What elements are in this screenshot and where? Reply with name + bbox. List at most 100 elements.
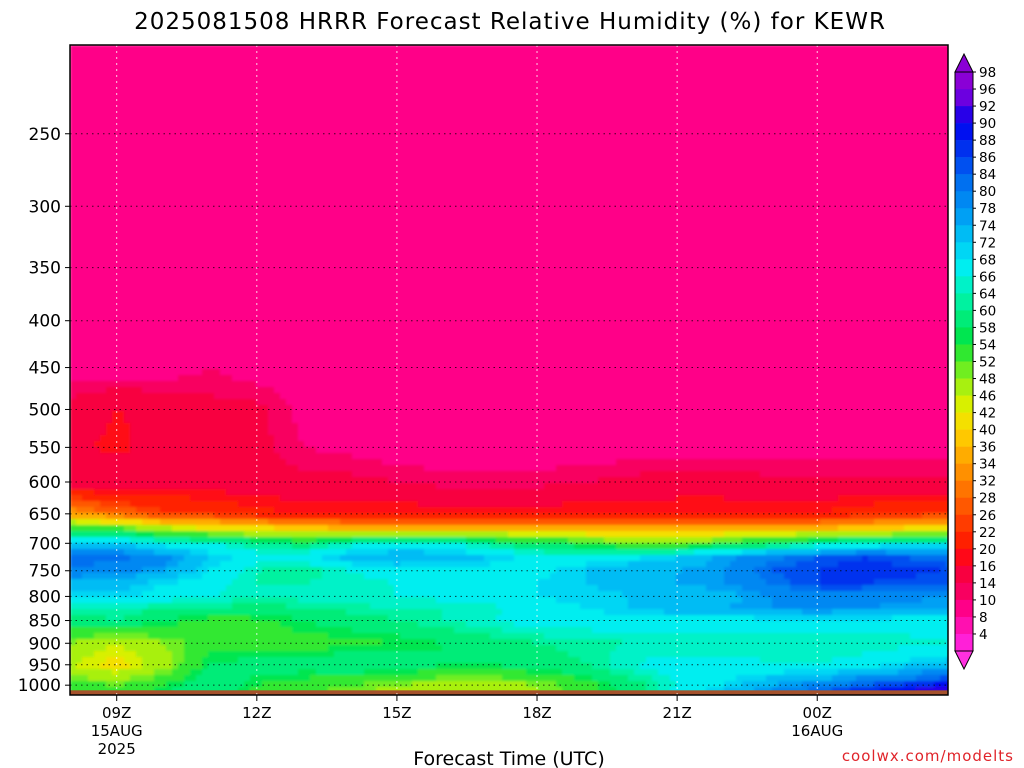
rh-cell [286,81,293,88]
rh-cell [310,135,317,142]
rh-cell [778,81,785,88]
rh-cell [886,69,893,76]
rh-cell [262,147,269,154]
rh-cell [868,165,875,172]
rh-cell [370,153,377,160]
rh-cell [706,183,713,190]
rh-cell [892,45,899,52]
rh-cell [604,243,611,250]
rh-cell [382,123,389,130]
rh-cell [598,177,605,184]
rh-cell [280,93,287,100]
rh-cell [808,129,815,136]
rh-cell [226,177,233,184]
rh-cell [118,147,125,154]
rh-cell [916,147,923,154]
rh-cell [184,123,191,130]
rh-cell [904,105,911,112]
rh-cell [358,213,365,220]
rh-cell [532,135,539,142]
rh-cell [652,189,659,196]
rh-cell [628,141,635,148]
rh-cell [586,225,593,232]
rh-cell [490,99,497,106]
rh-cell [280,87,287,94]
rh-cell [490,207,497,214]
rh-cell [772,75,779,82]
rh-cell [94,45,101,52]
rh-cell [400,117,407,124]
rh-cell [256,99,263,106]
rh-cell [448,51,455,58]
rh-cell [316,105,323,112]
rh-cell [502,225,509,232]
rh-cell [916,165,923,172]
rh-cell [724,135,731,142]
rh-cell [358,69,365,76]
rh-cell [784,171,791,178]
rh-cell [478,63,485,70]
rh-cell [910,201,917,208]
rh-cell [322,63,329,70]
rh-cell [844,207,851,214]
rh-cell [208,63,215,70]
rh-cell [442,87,449,94]
rh-cell [844,195,851,202]
rh-cell [802,195,809,202]
rh-cell [394,159,401,166]
rh-cell [682,51,689,58]
rh-cell [196,51,203,58]
rh-cell [832,201,839,208]
rh-cell [184,213,191,220]
rh-cell [616,141,623,148]
rh-cell [778,171,785,178]
rh-cell [208,177,215,184]
rh-cell [790,159,797,166]
rh-cell [592,105,599,112]
rh-cell [538,159,545,166]
rh-cell [274,225,281,232]
rh-cell [592,159,599,166]
rh-cell [568,147,575,154]
rh-cell [130,207,137,214]
rh-cell [502,231,509,238]
rh-cell [580,147,587,154]
rh-cell [604,159,611,166]
rh-cell [526,69,533,76]
rh-cell [400,81,407,88]
rh-cell [748,219,755,226]
rh-cell [886,165,893,172]
rh-cell [358,141,365,148]
rh-cell [688,147,695,154]
rh-cell [322,153,329,160]
rh-cell [478,243,485,250]
rh-cell [682,57,689,64]
rh-cell [904,123,911,130]
rh-cell [616,129,623,136]
rh-cell [184,93,191,100]
rh-cell [106,231,113,238]
rh-cell [832,207,839,214]
rh-cell [508,69,515,76]
rh-cell [376,213,383,220]
rh-cell [556,147,563,154]
rh-cell [532,99,539,106]
rh-cell [298,51,305,58]
rh-cell [676,207,683,214]
rh-cell [208,225,215,232]
rh-cell [610,135,617,142]
rh-cell [790,189,797,196]
rh-cell [610,183,617,190]
rh-cell [202,207,209,214]
rh-cell [574,105,581,112]
rh-cell [718,93,725,100]
rh-cell [892,51,899,58]
rh-cell [328,129,335,136]
rh-cell [118,105,125,112]
rh-cell [412,189,419,196]
rh-cell [142,189,149,196]
rh-cell [274,243,281,250]
rh-cell [406,189,413,196]
rh-cell [742,165,749,172]
rh-cell [556,195,563,202]
